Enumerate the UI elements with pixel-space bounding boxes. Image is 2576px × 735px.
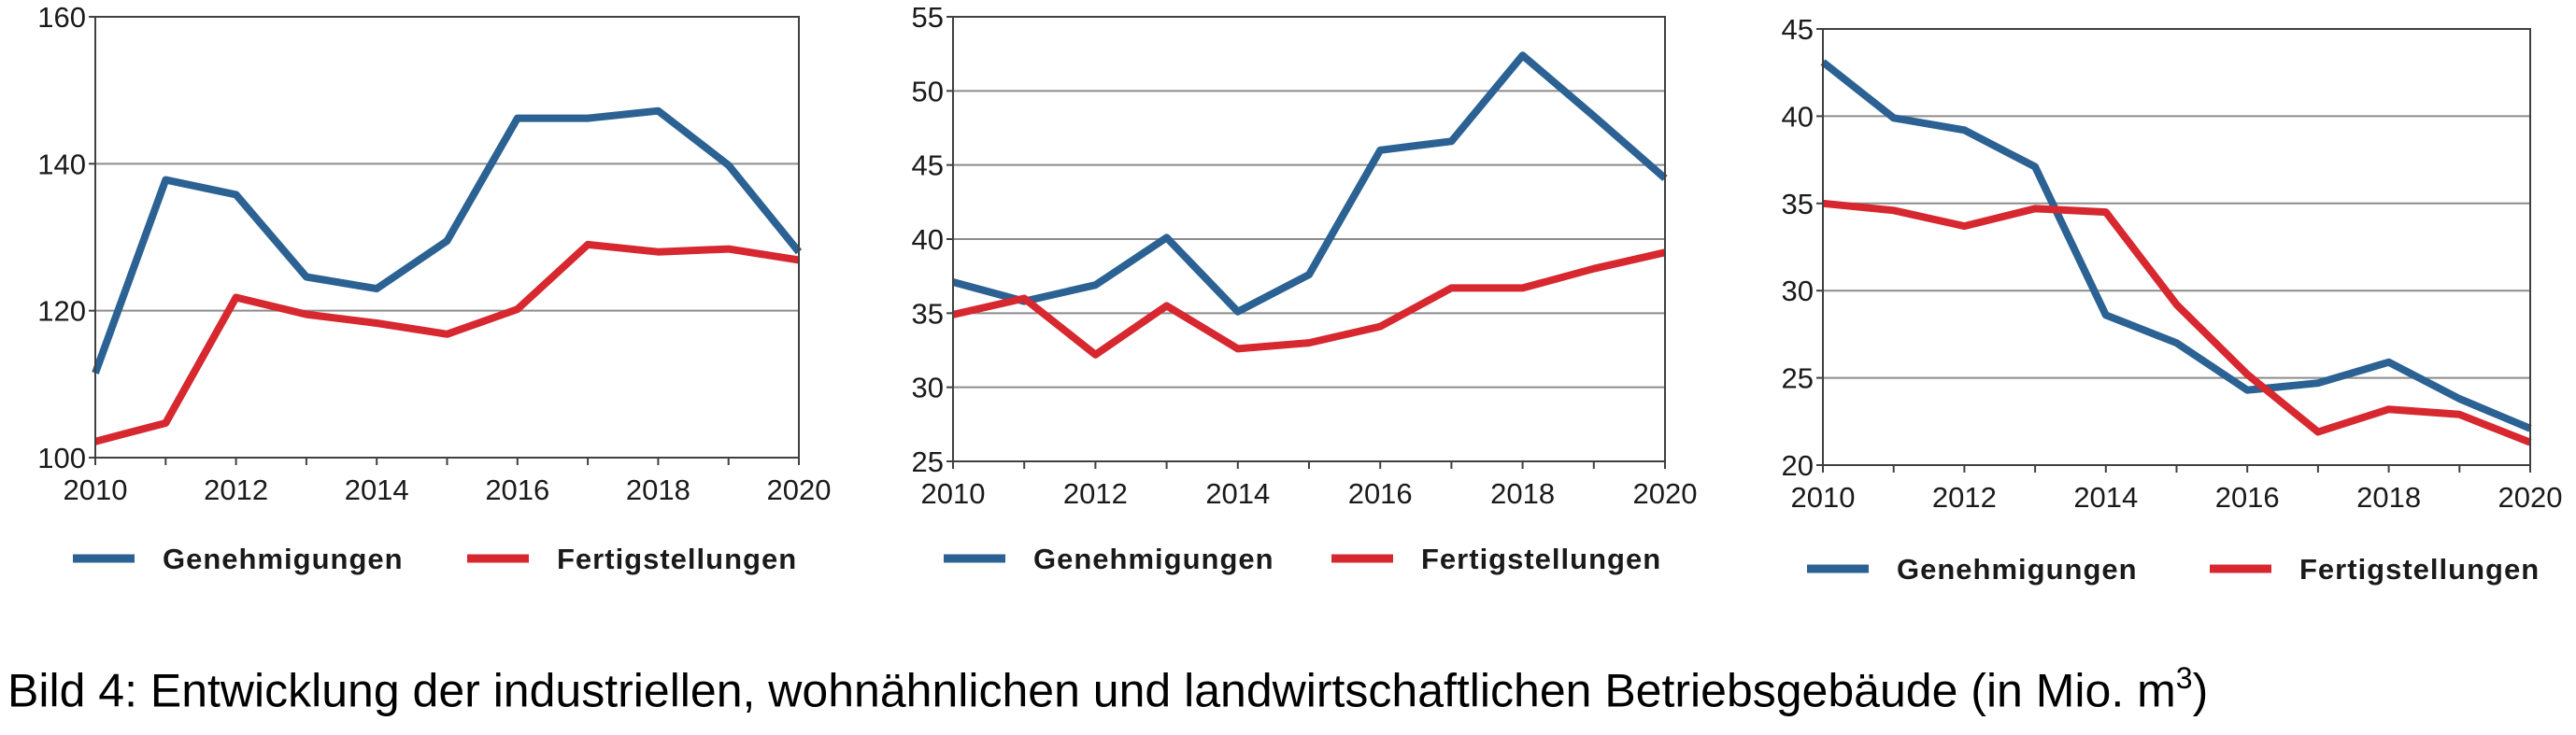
x-tick-label: 2010 bbox=[64, 474, 128, 506]
x-tick-label: 2014 bbox=[345, 474, 409, 506]
x-tick-label: 2010 bbox=[921, 477, 986, 510]
x-tick-label: 2020 bbox=[1633, 477, 1698, 510]
y-tick-label: 120 bbox=[37, 295, 86, 328]
x-tick-label: 2016 bbox=[2215, 481, 2280, 514]
x-tick-label: 2014 bbox=[1205, 477, 1270, 510]
chart-1: 100 120 140 160 2010 2012 2014 2016 2018 2020 Gene… bbox=[37, 1, 831, 575]
y-tick-label: 25 bbox=[912, 445, 944, 478]
plot-frame bbox=[94, 16, 800, 459]
y-tick-label: 40 bbox=[912, 223, 944, 256]
chart-3: 20 25 30 35 40 45 2010 2012 2014 2016 2018 2020 Gene… bbox=[1782, 13, 2563, 586]
series-line-1 bbox=[92, 106, 803, 375]
x-tick-label: 2020 bbox=[767, 474, 832, 506]
x-tick-label: 2012 bbox=[204, 474, 268, 506]
y-tick-label: 25 bbox=[1782, 362, 1814, 395]
x-tick-label: 2018 bbox=[626, 474, 690, 506]
plot-frame bbox=[952, 16, 1666, 462]
legend-label-2: Fertigstellungen bbox=[2299, 553, 2540, 586]
series-line-2 bbox=[93, 240, 800, 445]
x-tick-label: 2012 bbox=[1932, 481, 1997, 514]
x-tick-label: 2018 bbox=[2356, 481, 2421, 514]
y-tick-label: 160 bbox=[37, 1, 86, 34]
charts-area: 100 120 140 160 2010 2012 2014 2016 2018 2020 Gene… bbox=[37, 1, 2563, 586]
x-tick-label: 2010 bbox=[1791, 481, 1856, 514]
legend-label-1: Genehmigungen bbox=[163, 543, 404, 575]
y-tick-label: 50 bbox=[912, 75, 944, 107]
y-tick-label: 35 bbox=[912, 297, 944, 330]
x-tick-label: 2016 bbox=[485, 474, 549, 506]
series-line-2 bbox=[1822, 199, 2532, 446]
x-tick-label: 2020 bbox=[2498, 481, 2563, 514]
series-line-2 bbox=[952, 248, 1666, 359]
y-tick-label: 100 bbox=[37, 442, 86, 474]
caption-text: Bild 4: Entwicklung der industriellen, w… bbox=[7, 664, 2176, 717]
y-tick-label: 30 bbox=[912, 372, 944, 404]
y-tick-label: 45 bbox=[1782, 13, 1814, 46]
y-tick-label: 20 bbox=[1782, 449, 1814, 482]
y-tick-label: 30 bbox=[1782, 275, 1814, 307]
x-tick-label: 2016 bbox=[1348, 477, 1413, 510]
y-tick-label: 40 bbox=[1782, 100, 1814, 133]
y-tick-label: 45 bbox=[912, 149, 944, 182]
y-tick-label: 35 bbox=[1782, 188, 1814, 220]
x-tick-label: 2018 bbox=[1490, 477, 1555, 510]
caption-superscript: 3 bbox=[2175, 661, 2193, 695]
legend-label-2: Fertigstellungen bbox=[1421, 543, 1661, 575]
series-line-1 bbox=[951, 51, 1668, 316]
charts-svg: 100 120 140 160 2010 2012 2014 2016 2018 2020 Gene… bbox=[37, 1, 2563, 586]
y-tick-label: 140 bbox=[37, 148, 86, 180]
legend-label-1: Genehmigungen bbox=[1897, 553, 2138, 586]
y-tick-label: 55 bbox=[912, 1, 944, 34]
caption-close: ) bbox=[2192, 664, 2209, 717]
series-line-1 bbox=[1820, 59, 2532, 432]
figure-caption: Bild 4: Entwicklung der industriellen, w… bbox=[7, 661, 2572, 718]
chart-2: 25 30 35 40 45 50 55 2010 2012 2014 2016 2018 2020 Ge… bbox=[912, 1, 1698, 575]
plot-frame bbox=[1822, 28, 2531, 466]
legend-label-1: Genehmigungen bbox=[1033, 543, 1274, 575]
legend-label-2: Fertigstellungen bbox=[557, 543, 797, 575]
x-tick-label: 2014 bbox=[2073, 481, 2138, 514]
x-tick-label: 2012 bbox=[1063, 477, 1128, 510]
